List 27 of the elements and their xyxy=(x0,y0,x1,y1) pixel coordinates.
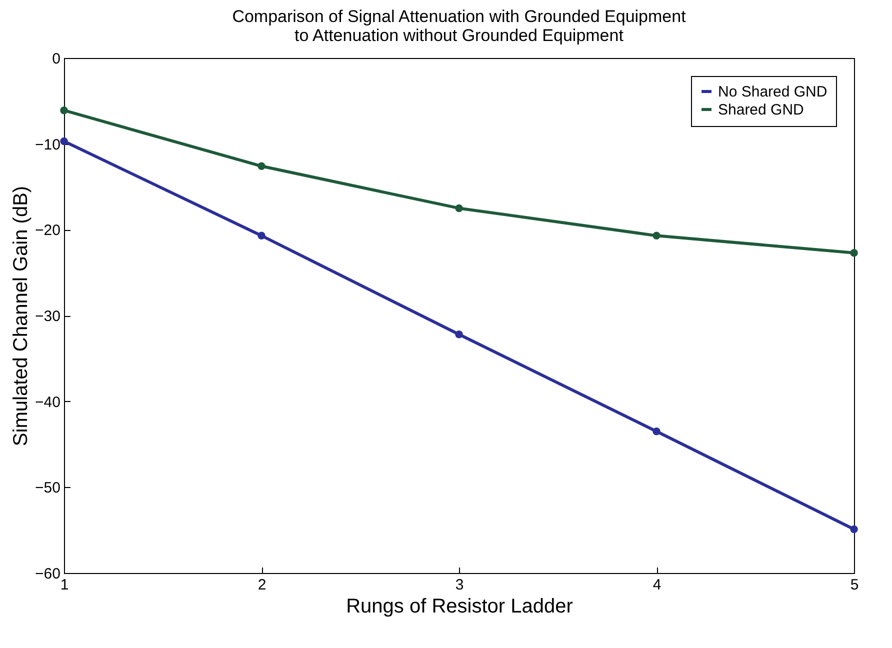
y-axis-title: Simulated Channel Gain (dB) xyxy=(10,186,32,446)
y-tick-label: −60 xyxy=(35,566,60,582)
point xyxy=(60,137,68,146)
point xyxy=(850,525,858,534)
point xyxy=(60,106,68,114)
y-tick-label: −20 xyxy=(35,222,60,240)
point xyxy=(455,204,463,212)
point xyxy=(455,330,463,338)
x-tick-label: 5 xyxy=(850,576,859,594)
x-tick-label: 4 xyxy=(652,576,662,594)
x-tick-label: 3 xyxy=(455,576,464,594)
y-tick-label: 0 xyxy=(52,50,60,68)
legend-label: No Shared GND xyxy=(718,84,828,100)
y-tick-label: −10 xyxy=(35,136,60,154)
x-tick-label: 2 xyxy=(258,576,266,594)
point xyxy=(258,162,266,170)
point xyxy=(652,232,660,240)
x-tick-label: 1 xyxy=(60,576,69,594)
y-tick-label: −40 xyxy=(35,394,60,411)
legend-label: Shared GND xyxy=(718,102,804,118)
point xyxy=(258,232,266,240)
y-tick-label: −50 xyxy=(35,480,60,497)
y-tick-label: −30 xyxy=(35,308,60,325)
point xyxy=(652,428,660,436)
x-axis-title: Rungs of Resistor Ladder xyxy=(346,596,574,618)
chart-title: Comparison of Signal Attenuation with Grounded Equipment to Attenuation without Grounded Equipment xyxy=(232,7,686,45)
point xyxy=(850,248,858,257)
